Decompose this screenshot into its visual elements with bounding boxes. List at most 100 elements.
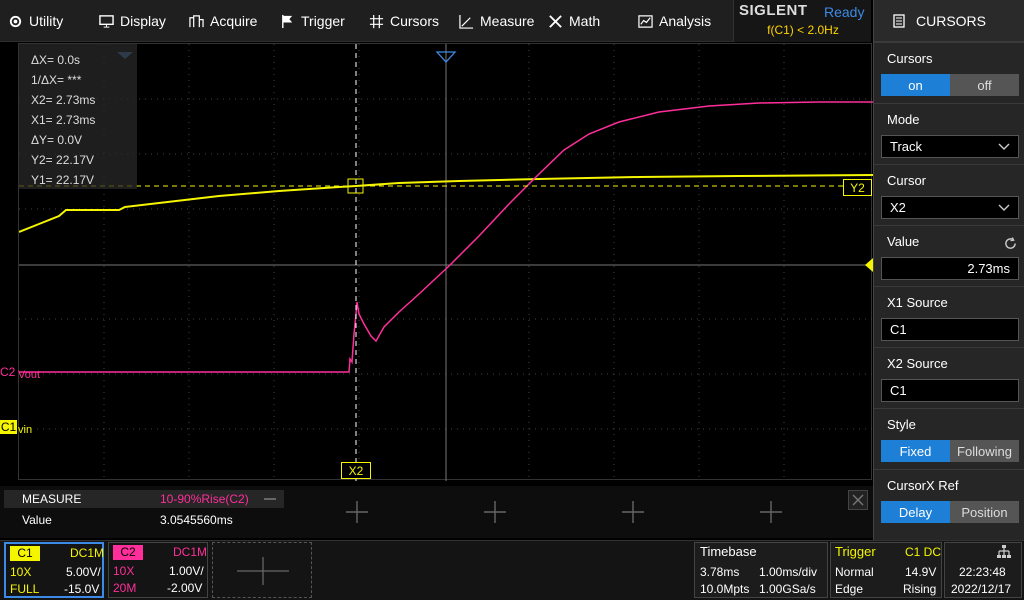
cursors-icon xyxy=(369,14,384,28)
clock-time: 22:23:48 xyxy=(959,565,1006,579)
c2-channel-box[interactable]: C2 DC1M 10X 1.00V/ 20M -2.00V xyxy=(108,542,208,598)
menu-acquire[interactable]: Acquire xyxy=(189,0,257,42)
cursors-toggle[interactable]: on off xyxy=(881,74,1019,96)
menu-display[interactable]: Display xyxy=(99,0,166,42)
acquire-icon xyxy=(189,14,204,27)
analysis-icon xyxy=(638,14,653,28)
cursors-on-option[interactable]: on xyxy=(881,74,950,96)
cursor-readout: ΔX= 0.0s 1/ΔX= *** X2= 2.73ms X1= 2.73ms… xyxy=(19,44,137,189)
clock-box: 22:23:48 2022/12/17 xyxy=(944,542,1022,598)
memory-depth: 10.0Mpts xyxy=(700,582,750,596)
menu-trigger[interactable]: Trigger xyxy=(280,0,345,42)
trigger-mode: Normal xyxy=(835,565,874,579)
menu-cursors[interactable]: Cursors xyxy=(369,0,439,42)
refresh-icon[interactable] xyxy=(1004,237,1017,250)
value-input[interactable]: 2.73ms xyxy=(881,257,1019,280)
cursors-off-option[interactable]: off xyxy=(977,77,992,93)
close-icon[interactable] xyxy=(848,490,868,510)
c1-scale: 5.00V/ xyxy=(66,565,101,579)
waveform-display[interactable]: X2 Y2 xyxy=(18,43,873,481)
x2-source-label: X2 Source xyxy=(887,356,948,371)
c2-offset: -2.00V xyxy=(167,581,203,595)
ref-delay-option[interactable]: Delay xyxy=(881,501,950,523)
readout-inv-delta-x: 1/ΔX= *** xyxy=(31,73,82,87)
x2-source-select[interactable]: C1 xyxy=(881,379,1019,402)
style-toggle[interactable]: Fixed Following xyxy=(881,440,1019,462)
siglent-logo: SIGLENT xyxy=(739,2,808,19)
cursor-select[interactable]: X2 xyxy=(881,196,1019,219)
c2-name-badge: C2 xyxy=(113,545,143,560)
c2-scale: 1.00V/ xyxy=(169,564,204,578)
c2-offset-marker[interactable]: C2 xyxy=(0,365,16,379)
add-measure-icon[interactable] xyxy=(759,500,783,524)
gear-icon xyxy=(9,15,22,27)
add-measure-icon[interactable] xyxy=(483,500,507,524)
measure-header: MEASURE xyxy=(22,492,82,506)
style-label: Style xyxy=(887,417,916,432)
measure-item[interactable]: 10-90%Rise(C2) xyxy=(160,492,249,506)
section-cursor: Cursor X2 xyxy=(874,164,1024,225)
c1-probe: 10X xyxy=(10,565,32,579)
value-value: 2.73ms xyxy=(967,261,1010,276)
run-status[interactable]: Ready xyxy=(824,4,865,20)
trigger-level: 14.9V xyxy=(905,565,937,579)
menu-math[interactable]: Math xyxy=(548,0,600,42)
measure-value: 3.0545560ms xyxy=(160,513,233,527)
cursor-intersection-box xyxy=(347,178,364,194)
timebase-delay: 3.78ms xyxy=(700,565,740,579)
add-measure-icon[interactable] xyxy=(345,500,369,524)
menu-analysis[interactable]: Analysis xyxy=(638,0,711,42)
menu-measure[interactable]: Measure xyxy=(459,0,534,42)
mode-select[interactable]: Track xyxy=(881,135,1019,158)
c1-offset-marker[interactable]: C1 xyxy=(0,420,17,434)
cursor-value: X2 xyxy=(890,200,906,215)
menu-math-label: Math xyxy=(569,13,601,29)
cursorx-ref-label: CursorX Ref xyxy=(887,478,959,493)
measure-minimize-icon[interactable] xyxy=(264,498,276,500)
menu-analysis-label: Analysis xyxy=(659,13,712,29)
x1-source-value: C1 xyxy=(890,322,907,337)
add-measure-icon[interactable] xyxy=(621,500,645,524)
c1-trace xyxy=(19,174,873,233)
clock-date: 2022/12/17 xyxy=(951,582,1012,596)
menu-list-icon xyxy=(893,13,905,28)
x1-source-select[interactable]: C1 xyxy=(881,318,1019,341)
network-icon xyxy=(997,545,1011,558)
c1-name-badge: C1 xyxy=(10,546,40,561)
menu-utility-label: Utility xyxy=(29,13,64,29)
add-channel-box[interactable] xyxy=(212,542,312,598)
add-channel-icon xyxy=(237,557,289,585)
readout-y2: Y2= 22.17V xyxy=(31,153,95,167)
readout-delta-x: ΔX= 0.0s xyxy=(31,53,81,67)
readout-x1: X1= 2.73ms xyxy=(31,113,96,127)
section-x1-source: X1 Source C1 xyxy=(874,286,1024,347)
y2-cursor-tag[interactable]: Y2 xyxy=(843,179,872,196)
readout-delta-y: ΔY= 0.0V xyxy=(31,133,83,147)
section-style: Style Fixed Following xyxy=(874,408,1024,469)
style-following-option[interactable]: Following xyxy=(957,443,1012,459)
menu-cursors-label: Cursors xyxy=(390,13,440,29)
cursors-panel: CURSORS Cursors on off Mode Track Cursor… xyxy=(873,0,1024,540)
style-fixed-option[interactable]: Fixed xyxy=(881,440,950,462)
c1-channel-box[interactable]: C1 DC1M 10X 5.00V/ FULL -15.0V xyxy=(4,542,104,598)
trigger-box[interactable]: Trigger C1 DC Normal 14.9V Edge Rising xyxy=(830,542,942,598)
trigger-frequency: f(C1) < 2.0Hz xyxy=(767,23,839,37)
panel-title: CURSORS xyxy=(916,12,987,29)
cursorx-ref-toggle[interactable]: Delay Position xyxy=(881,501,1019,523)
section-mode: Mode Track xyxy=(874,103,1024,164)
mode-value: Track xyxy=(890,139,923,154)
center-axes xyxy=(19,44,873,481)
menu-bar: Utility Display Acquire Trigger Cursors … xyxy=(0,0,733,42)
c2-bandwidth: 20M xyxy=(113,581,137,595)
menu-trigger-label: Trigger xyxy=(301,13,345,29)
ref-position-option[interactable]: Position xyxy=(961,504,1008,520)
menu-utility[interactable]: Utility xyxy=(8,0,63,42)
x2-cursor-tag[interactable]: X2 xyxy=(341,462,371,479)
monitor-icon xyxy=(99,14,114,28)
c2-probe: 10X xyxy=(113,564,135,578)
menu-display-label: Display xyxy=(120,13,166,29)
trigger-level-marker[interactable] xyxy=(865,258,873,272)
section-x2-source: X2 Source C1 xyxy=(874,347,1024,408)
menu-acquire-label: Acquire xyxy=(210,13,258,29)
timebase-box[interactable]: Timebase 3.78ms 1.00ms/div 10.0Mpts 1.00… xyxy=(694,542,828,598)
